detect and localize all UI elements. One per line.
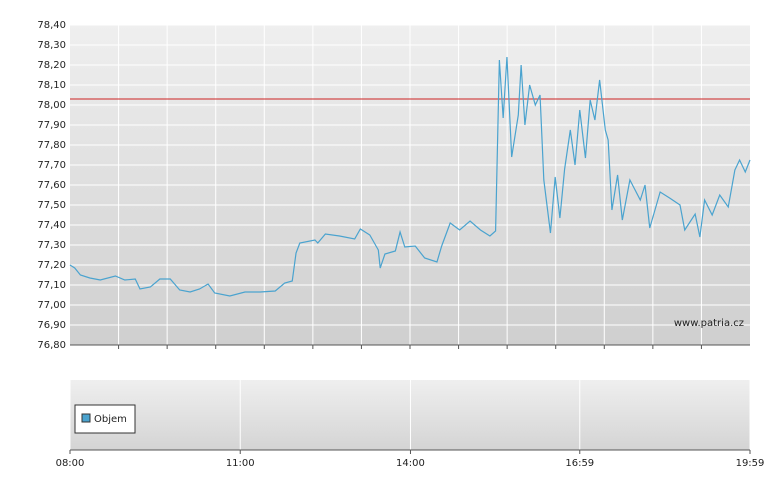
y-tick-label: 78,40 [37, 20, 66, 31]
y-tick-label: 78,20 [37, 60, 66, 71]
price-line [69, 56, 751, 297]
x-tick-label: 19:59 [736, 458, 765, 469]
legend-label: Objem [94, 414, 127, 425]
watermark: www.patria.cz [674, 318, 744, 329]
x-tick-label: 08:00 [56, 458, 85, 469]
y-tick-label: 77,60 [37, 180, 66, 191]
y-tick-label: 77,50 [37, 200, 66, 211]
y-tick-label: 77,10 [37, 280, 66, 291]
y-tick-label: 77,40 [37, 220, 66, 231]
y-tick-label: 77,90 [37, 120, 66, 131]
x-tick-label: 14:00 [396, 458, 425, 469]
y-tick-label: 78,10 [37, 80, 66, 91]
x-tick-label: 11:00 [226, 458, 255, 469]
y-tick-label: 77,70 [37, 160, 66, 171]
y-tick-label: 76,80 [37, 340, 66, 351]
y-tick-label: 77,00 [37, 300, 66, 311]
y-tick-label: 78,00 [37, 100, 66, 111]
y-tick-label: 77,30 [37, 240, 66, 251]
y-tick-label: 76,90 [37, 320, 66, 331]
y-tick-label: 78,30 [37, 40, 66, 51]
y-tick-label: 77,20 [37, 260, 66, 271]
y-tick-label: 77,80 [37, 140, 66, 151]
legend-swatch [81, 413, 91, 423]
x-tick-label: 16:59 [565, 458, 594, 469]
